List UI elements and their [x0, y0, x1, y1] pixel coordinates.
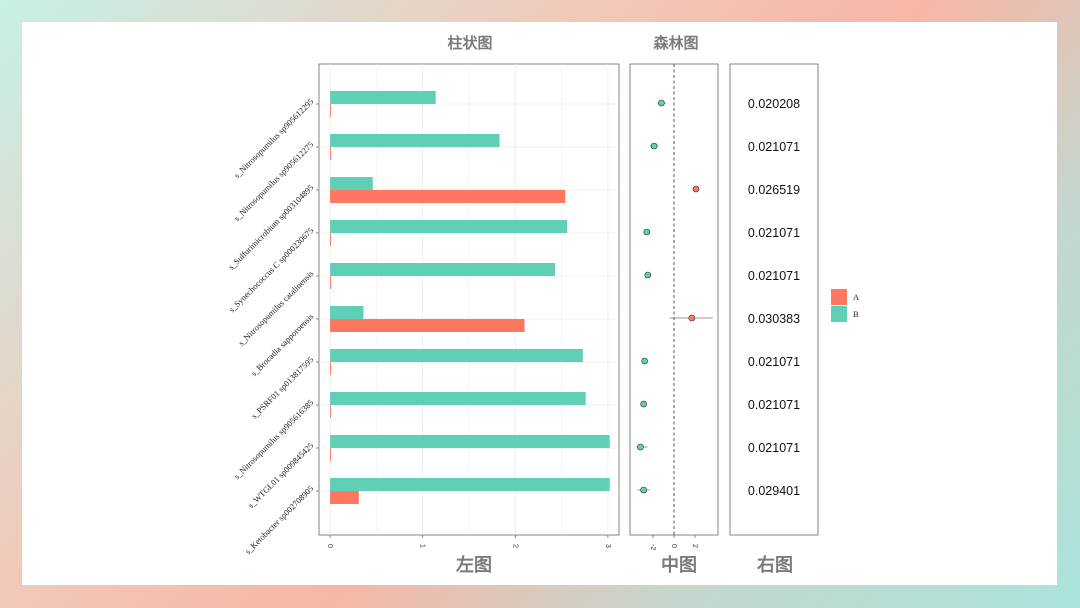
category-label: s_Nitrosopumilus catalinensis	[236, 268, 315, 347]
pvalue-cell: 0.020208	[748, 97, 800, 111]
pvalue-table-frame	[729, 63, 819, 536]
pvalue-cell: 0.021071	[748, 441, 800, 455]
pvalue-cell: 0.021071	[748, 226, 800, 240]
category-label: s_Synechococcus C sp000230675	[227, 225, 316, 314]
pvalue-table-panel: 0.020208 0.021071 0.026519 0.021071 0.021071…	[729, 63, 819, 536]
bar-chart-title: 柱状图	[447, 34, 492, 52]
forest-point	[644, 271, 652, 279]
bar-B	[330, 177, 373, 190]
pvalue-cell: 0.029401	[748, 484, 800, 498]
bar-B	[330, 263, 556, 276]
forest-point	[637, 443, 644, 451]
forest-plot-panel: -2 0 2	[629, 63, 719, 550]
bar-B	[330, 306, 364, 319]
pvalue-cell: 0.021071	[748, 269, 800, 283]
x-tick-label: 2	[511, 544, 518, 548]
bar-A	[330, 319, 525, 332]
bar-B	[330, 392, 586, 405]
bar-A	[330, 104, 332, 117]
bar-B	[330, 435, 610, 448]
bar-A	[330, 190, 566, 203]
pvalue-cell: 0.026519	[748, 183, 800, 197]
right-panel-caption: 右图	[757, 554, 793, 576]
forest-plot-frame	[629, 63, 719, 536]
pvalue-cell: 0.021071	[748, 398, 800, 412]
bar-A	[330, 405, 332, 418]
bar-A	[330, 147, 332, 160]
bar-A	[330, 276, 332, 289]
bar-B	[330, 134, 500, 147]
pvalue-cell: 0.030383	[748, 312, 800, 326]
x-tick-label: 1	[419, 544, 426, 548]
legend-swatch-A	[831, 289, 847, 305]
pvalue-cell: 0.021071	[748, 140, 800, 154]
category-label: s_Nitrosopumilus sp905612295	[232, 96, 316, 180]
x-tick-label: 0	[326, 544, 333, 548]
x-tick-label: 2	[691, 544, 698, 548]
x-tick-label: -2	[649, 544, 656, 550]
bar-A	[330, 491, 359, 504]
middle-panel-caption: 中图	[661, 554, 697, 576]
forest-point	[643, 228, 651, 236]
category-label: s_Nitrosopumilus sp905612275	[232, 139, 316, 223]
bar-B	[330, 478, 610, 491]
forest-point	[640, 486, 647, 494]
figure-card: 柱状图 森林图 左图 中图 右图 s_Nitrosopumilus sp9056…	[22, 22, 1057, 585]
forest-point	[658, 99, 665, 107]
legend-label: B	[853, 309, 859, 319]
legend: AB	[831, 289, 860, 322]
legend-swatch-B	[831, 306, 847, 322]
legend-label: A	[853, 292, 860, 302]
forest-plot-title: 森林图	[653, 34, 698, 52]
pvalue-cell: 0.021071	[748, 355, 800, 369]
x-tick-label: 3	[604, 544, 611, 548]
bar-A	[330, 362, 332, 375]
bar-A	[330, 448, 332, 461]
forest-point	[641, 357, 648, 365]
forest-point	[640, 400, 647, 408]
bar-B	[330, 220, 568, 233]
forest-point	[650, 142, 658, 150]
bar-chart-panel: s_Nitrosopumilus sp905612295s_Nitrosopum…	[226, 63, 620, 556]
left-panel-caption: 左图	[456, 554, 492, 576]
bar-B	[330, 91, 436, 104]
category-label: s_Sulfurimicrobium sp003104895	[226, 182, 315, 271]
forest-point	[692, 185, 700, 193]
bar-B	[330, 349, 583, 362]
category-label: s_Nitrosopumilus sp905616385	[232, 397, 316, 481]
forest-point	[688, 314, 696, 322]
figure-canvas: 柱状图 森林图 左图 中图 右图 s_Nitrosopumilus sp9056…	[226, 34, 860, 576]
x-tick-label: 0	[670, 544, 677, 548]
bar-A	[330, 233, 332, 246]
